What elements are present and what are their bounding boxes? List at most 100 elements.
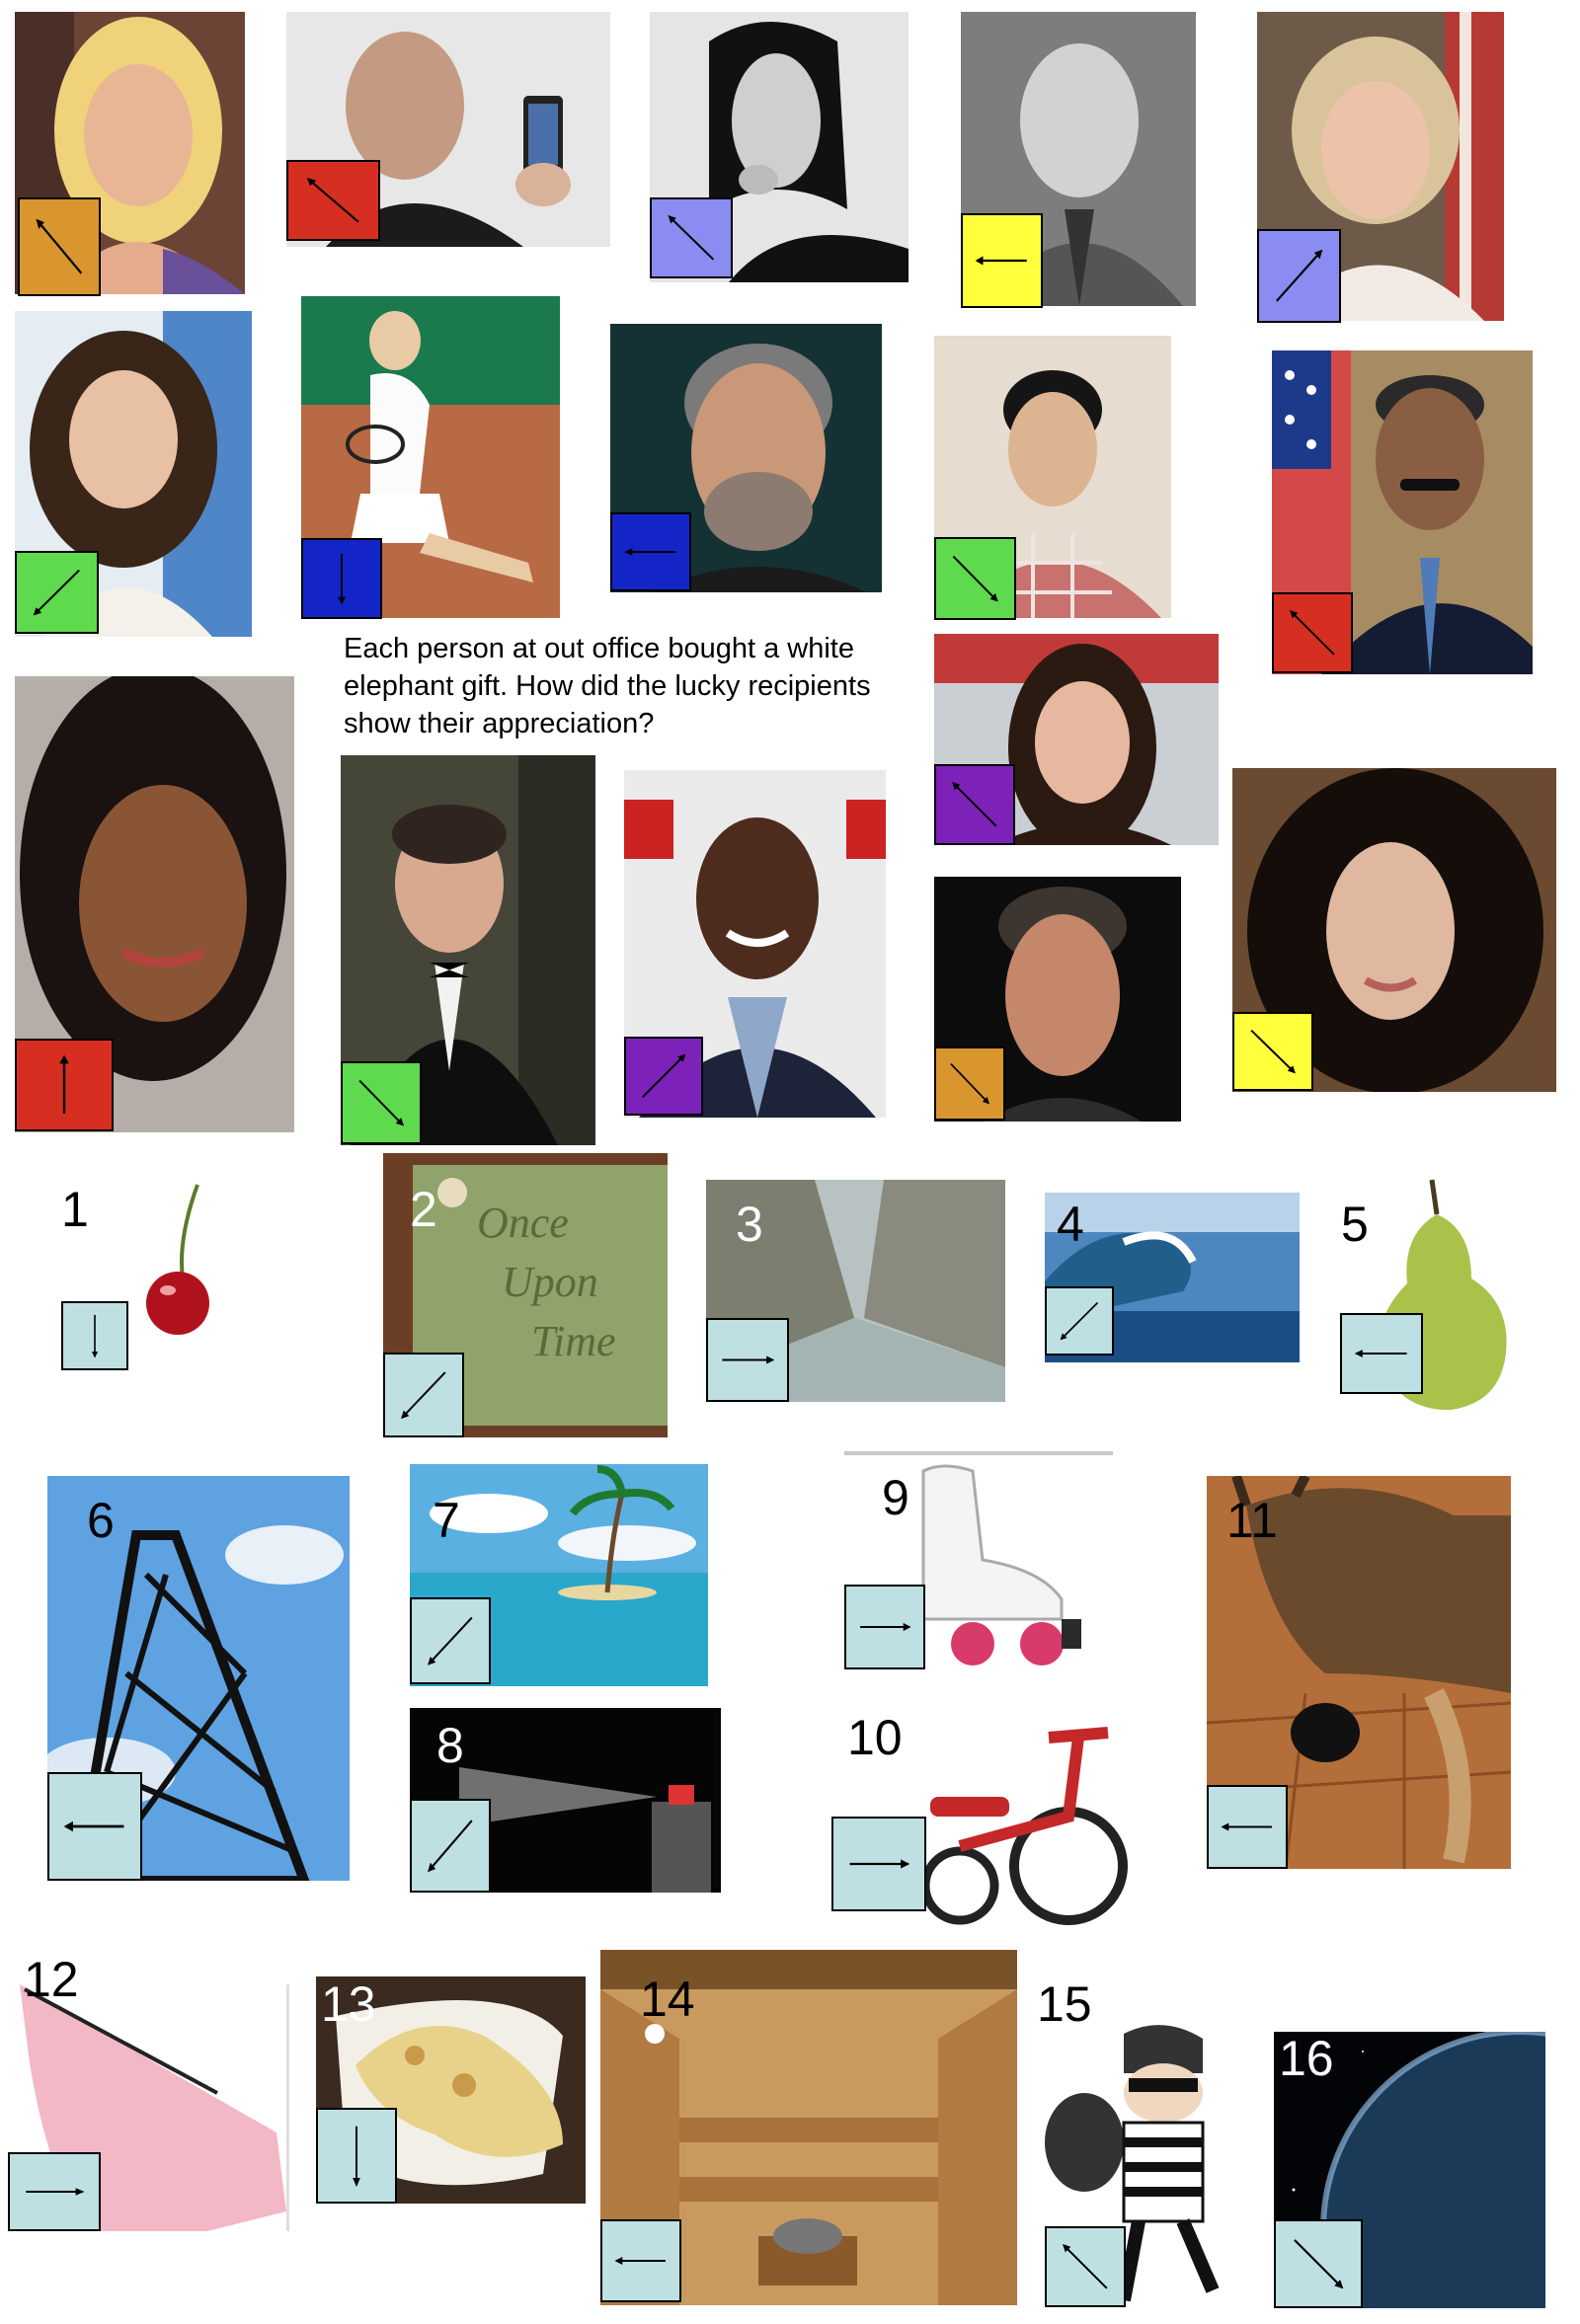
arrow-box-person-9 [934,537,1016,620]
down-arrow-icon [353,2126,360,2188]
gift-number-8: 8 [436,1718,464,1773]
woman-flag-portrait-icon [1257,12,1504,321]
person-photo-5 [1257,12,1504,321]
up-left-arrow-icon [952,782,997,827]
up-left-arrow-icon [668,215,715,261]
down-left-arrow-line [33,569,80,616]
gift-number-5: 5 [1341,1197,1369,1252]
arrow-box-person-10 [1272,592,1353,673]
gift-number-15: 15 [1037,1976,1092,2032]
down-left-arrow-icon [428,1616,473,1666]
up-left-arrow-icon [1063,2244,1108,2289]
gift-number-3: 3 [736,1197,763,1252]
gift-photo-15 [1045,2014,1242,2310]
gift-number-12: 12 [24,1952,79,2007]
arrow-box-person-11 [15,1039,114,1131]
down-right-arrow-icon [952,555,998,602]
book-title-line-1: Once [477,1199,569,1247]
gift-number-14: 14 [640,1972,695,2027]
up-right-arrow-line [642,1053,686,1098]
cartoon-burglar-icon [1045,2025,1220,2302]
gift-photo-6 [47,1476,350,1881]
puzzle-caption: Each person at out office bought a white… [344,633,871,739]
down-right-arrow-line [952,555,998,602]
up-left-arrow-icon [36,218,83,274]
gift-number-11: 11 [1226,1493,1278,1548]
arrow-box-person-7 [301,538,382,619]
young-man-plaid-portrait-icon [934,336,1171,618]
arrow-box-gift-1 [61,1301,128,1370]
person-photo-1 [15,12,245,294]
down-right-arrow-icon [1250,1030,1296,1074]
arrow-box-person-5 [1257,229,1341,323]
arrow-box-gift-14 [600,2219,681,2302]
gift-number-6: 6 [87,1493,115,1548]
up-right-arrow-icon [1276,249,1323,302]
cherry-icon [146,1184,209,1335]
arrow-box-person-4 [961,213,1043,308]
gift-number-7: 7 [433,1493,460,1548]
right-arrow-icon [849,1859,910,1869]
gift-number-2: 2 [410,1182,437,1237]
down-arrow-icon [91,1314,99,1358]
down-arrow-icon [338,554,346,605]
blonde-woman-portrait-icon [15,12,245,294]
book-title-line-3: Time [531,1317,616,1365]
right-arrow-icon [860,1622,911,1632]
arrow-box-person-1 [18,197,101,296]
arrow-box-gift-5 [1340,1313,1423,1394]
down-right-arrow-icon [950,1062,990,1105]
arrow-box-person-12 [341,1061,422,1144]
down-left-arrow-line [1060,1301,1099,1341]
bw-man-smoking-portrait-icon [650,12,908,282]
down-right-arrow-icon [358,1079,404,1126]
down-right-arrow-icon [1294,2239,1344,2289]
person-photo-12 [341,755,595,1145]
down-left-arrow-icon [428,1820,473,1873]
right-arrow-icon [26,2188,85,2196]
up-left-arrow-icon [1290,610,1335,656]
left-arrow-icon [624,548,675,556]
up-right-arrow-icon [642,1053,686,1098]
gift-number-1: 1 [61,1182,89,1237]
dark-haired-woman-portrait-icon [934,634,1219,845]
arrow-box-gift-3 [706,1318,789,1402]
down-left-arrow-icon [33,569,80,616]
gift-number-13: 13 [321,1976,376,2032]
arrow-box-gift-15 [1045,2226,1126,2307]
up-arrow-icon [59,1054,69,1114]
person-photo-2 [286,12,610,247]
arrow-box-person-14 [934,764,1015,845]
left-arrow-icon [614,2257,666,2265]
down-left-arrow-line [428,1820,473,1873]
down-right-arrow-line [1294,2239,1344,2289]
arrow-box-gift-8 [410,1799,491,1893]
gift-photo-1 [123,1180,222,1338]
arrow-box-gift-11 [1207,1785,1288,1869]
arrow-box-gift-4 [1045,1286,1114,1356]
oil-derrick-icon [47,1476,350,1881]
down-right-arrow-line [358,1079,404,1126]
man-tuxedo-portrait-icon [341,755,595,1145]
arrow-box-person-3 [650,197,733,278]
left-arrow-icon [1221,1822,1272,1831]
gift-number-10: 10 [847,1710,903,1765]
arrow-box-person-13 [624,1037,703,1116]
left-arrow-icon [975,256,1027,266]
arrow-box-person-16 [1232,1012,1313,1091]
up-left-arrow-icon [306,178,359,223]
gift-number-16: 16 [1279,2031,1334,2086]
arrow-box-person-15 [934,1046,1005,1121]
person-photo-9 [934,336,1171,618]
up-left-arrow-line [1063,2244,1108,2289]
up-right-arrow-line [1276,249,1323,302]
arrow-box-gift-6 [47,1772,142,1881]
arrow-box-person-6 [15,551,99,634]
left-arrow-icon [1354,1350,1407,1357]
up-left-arrow-line [952,782,997,827]
gift-number-9: 9 [882,1470,909,1525]
down-left-arrow-icon [1060,1301,1099,1341]
down-left-arrow-icon [401,1371,446,1420]
up-left-arrow-line [1290,610,1335,656]
arrow-box-gift-7 [410,1597,491,1684]
